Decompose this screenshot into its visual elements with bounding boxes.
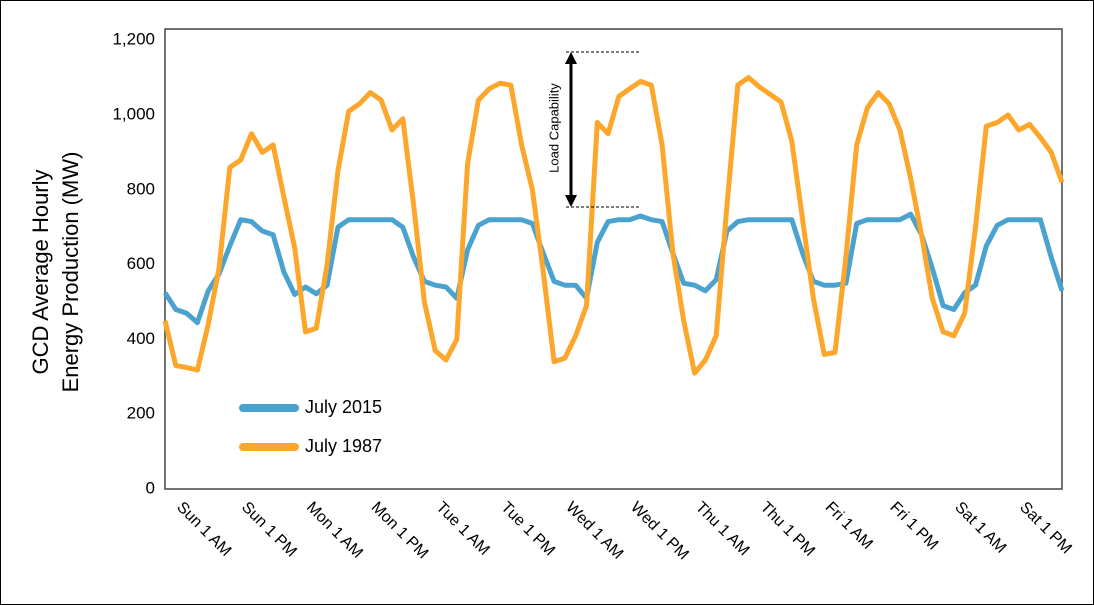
y-tick-label: 1,000 [112,105,155,124]
y-tick-label: 1,200 [112,30,155,49]
legend-label: July 2015 [305,397,382,417]
y-tick-label: 0 [146,478,155,497]
plot-area [164,28,1063,490]
y-tick-label: 600 [127,254,155,273]
annotation: Load Capability [546,51,640,208]
series-line [162,75,1065,376]
y-tick-label: 800 [127,179,155,198]
legend-label: July 1987 [305,436,382,456]
y-tick-label: 200 [127,404,155,423]
y-axis-label: GCD Average Hourly [28,169,53,374]
y-axis-label: Energy Production (MW) [58,152,83,393]
y-tick-label: 400 [127,329,155,348]
annotation-text: Load Capability [546,83,561,173]
series-line [162,211,1065,326]
